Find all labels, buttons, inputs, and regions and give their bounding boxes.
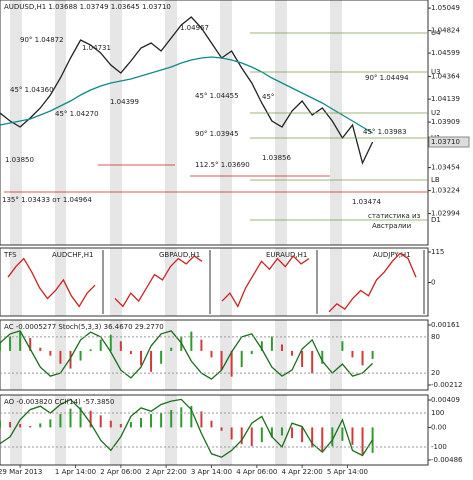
level-label: LB: [431, 176, 440, 184]
session-stripe: [220, 395, 232, 465]
level-label: D1: [431, 216, 441, 224]
session-stripe: [165, 395, 177, 465]
session-stripe: [330, 395, 342, 465]
annotation: 1.03474: [352, 198, 381, 206]
series-label: AUDCHF,H1: [52, 251, 93, 259]
annotation: 1.03850: [5, 156, 34, 164]
series-label: AUDJPY,H1: [373, 251, 411, 259]
y-tick-label: 115: [431, 248, 444, 256]
annotation: 1.03856: [262, 154, 291, 162]
y-tick-label: 1.04364: [431, 73, 460, 81]
x-tick-label: 1 Apr 14:00: [55, 468, 96, 476]
session-stripe: [55, 395, 66, 465]
panel-title: AO -0.003820 CCI(14) -57.3850: [4, 398, 114, 406]
annotation: Австралии: [372, 222, 411, 230]
y-tick-label: 1.04824: [431, 27, 460, 35]
session-stripe: [10, 248, 22, 316]
series-line: [0, 398, 374, 458]
y-tick-label: 1.02994: [431, 210, 460, 218]
session-stripe: [275, 0, 287, 245]
session-stripe: [10, 320, 22, 390]
annotation: 90° 1.04494: [365, 74, 409, 82]
series-line: [7, 257, 96, 308]
series-line: [114, 255, 203, 308]
x-tick-label: 3 Apr 14:00: [191, 468, 232, 476]
session-stripe: [110, 248, 122, 316]
y2-tick-label: 100: [431, 409, 444, 417]
annotation: 45° 1.04455: [195, 92, 239, 100]
series-line: [328, 252, 417, 313]
annotation: 1.04731: [82, 44, 111, 52]
annotation: 45° 1.04360: [10, 86, 54, 94]
session-stripe: [165, 0, 177, 245]
session-stripe: [330, 320, 342, 390]
session-stripe: [165, 320, 177, 390]
annotation: 90° 1.03945: [195, 130, 239, 138]
annotation: 1.04399: [110, 98, 139, 106]
y-tick-label: -0.00486: [431, 456, 463, 464]
annotation: 1.04967: [180, 24, 209, 32]
panel-frame: [0, 247, 429, 317]
y2-tick-label: -100: [431, 443, 447, 451]
last-price-box: [428, 136, 470, 148]
panel-title: AUDUSD,H1 1.03688 1.03749 1.03645 1.0371…: [4, 3, 171, 11]
series-line: [221, 255, 310, 308]
level-label: U3: [431, 68, 441, 76]
session-stripe: [110, 320, 122, 390]
level-label: U2: [431, 109, 441, 117]
session-stripe: [55, 248, 66, 316]
series-line: [0, 56, 373, 134]
level-label: U4: [431, 29, 441, 37]
y-tick-label: 0.00: [431, 423, 447, 431]
panel-frame: [0, 319, 429, 391]
session-stripe: [165, 248, 177, 316]
x-tick-label: 5 Apr 14:00: [327, 468, 368, 476]
session-stripe: [330, 0, 342, 245]
annotation: 135° 1.03433 от 1.04964: [2, 196, 92, 204]
annotation: 45°: [262, 93, 274, 101]
x-tick-label: 2 Apr 06:00: [100, 468, 141, 476]
session-stripe: [220, 320, 232, 390]
session-stripe: [220, 248, 232, 316]
x-tick-label: 4 Apr 22:00: [282, 468, 323, 476]
series-label: GBPAUD,H1: [159, 251, 200, 259]
y-tick-label: 0.00161: [431, 321, 460, 329]
panel-title: AC -0.0005277 Stoch(5,3,3) 36.4670 29.27…: [4, 323, 164, 331]
annotation: 45° 1.04270: [55, 110, 99, 118]
session-stripe: [10, 0, 22, 245]
y-tick-label: -0.00212: [431, 381, 462, 389]
series-line: [0, 330, 374, 380]
session-stripe: [275, 320, 287, 390]
panel-frame: [0, 394, 429, 466]
session-stripe: [10, 395, 22, 465]
y2-tick-label: 20: [431, 369, 440, 377]
y-tick-label: 1.03454: [431, 164, 460, 172]
y-tick-label: 1.04139: [431, 95, 460, 103]
annotation: 112.5° 1.03690: [195, 161, 250, 169]
y-tick-label: 1.04599: [431, 49, 460, 57]
y-tick-label: 1.03224: [431, 187, 460, 195]
y2-tick-label: 80: [431, 333, 440, 341]
annotation: 90° 1.04872: [20, 36, 64, 44]
y-tick-label: 0.00409: [431, 396, 460, 404]
x-tick-label: 2 Apr 22:00: [146, 468, 187, 476]
session-stripe: [330, 248, 342, 316]
session-stripe: [220, 0, 232, 245]
x-tick-label: 29 Mar 2013: [0, 468, 42, 476]
panel-title: TFS: [3, 251, 17, 259]
y-tick-label: 0: [431, 279, 435, 287]
y-tick-label: 1.03909: [431, 118, 460, 126]
session-stripe: [55, 0, 66, 245]
series-label: EURAUD,H1: [266, 251, 307, 259]
session-stripe: [110, 0, 122, 245]
x-tick-label: 4 Apr 06:00: [236, 468, 277, 476]
annotation: 45° 1.03983: [363, 128, 407, 136]
annotation: статистика из: [368, 212, 421, 220]
last-price-label: 1.03710: [431, 138, 460, 146]
y-tick-label: 1.05049: [431, 4, 460, 12]
